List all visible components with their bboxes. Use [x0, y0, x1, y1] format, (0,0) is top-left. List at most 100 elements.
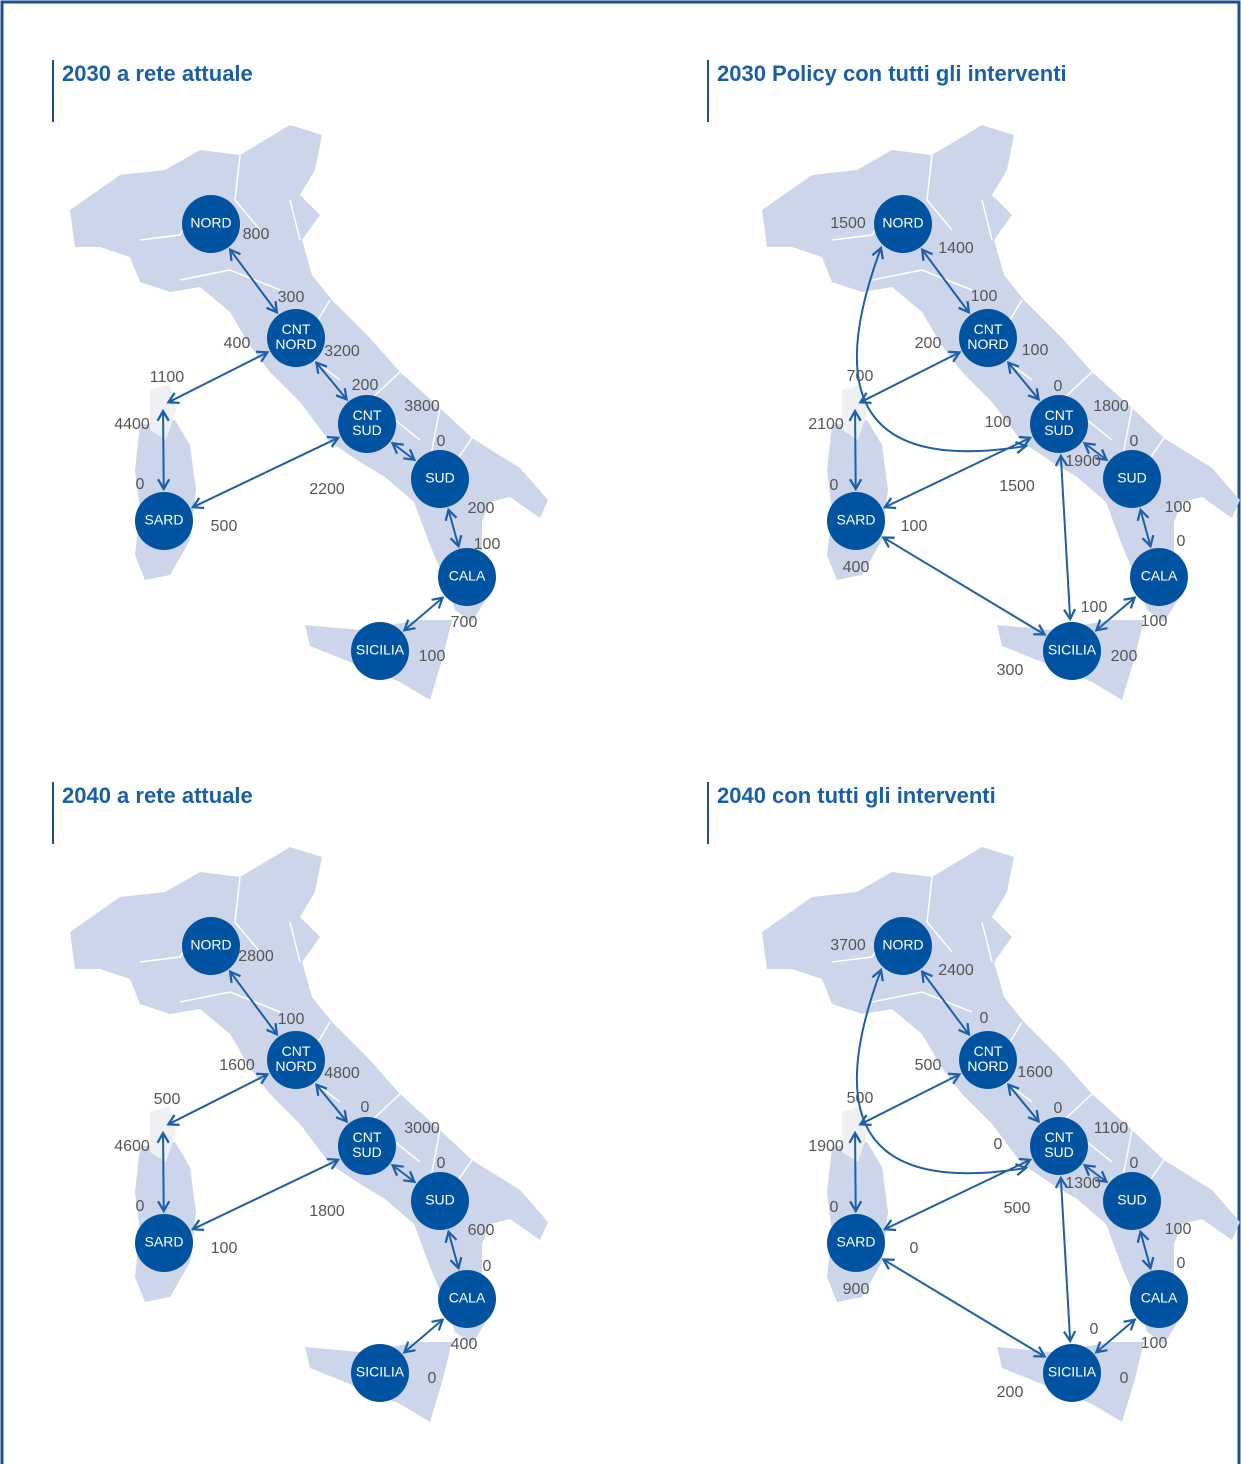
node-label: CNT: [1045, 1129, 1074, 1145]
flow-arrow: [156, 1130, 171, 1214]
node-label: SICILIA: [1048, 1364, 1097, 1380]
panel: 2030 Policy con tutti gli interventi 1400…: [707, 60, 1240, 700]
flow-arrow: [881, 536, 1047, 636]
flow-label: 0: [830, 477, 839, 494]
flow-label: 3700: [830, 937, 866, 954]
flow-label: 0: [1054, 1100, 1063, 1117]
flow-label: 800: [243, 226, 270, 243]
flow-label: 200: [1111, 648, 1138, 665]
flow-arrow: [402, 1318, 445, 1354]
node: [438, 1270, 496, 1328]
flow-arrow: [1136, 1229, 1155, 1271]
flow-label: 0: [994, 1136, 1003, 1153]
flow-label: 100: [1141, 613, 1168, 630]
flow-label: 2800: [238, 948, 274, 965]
flow-arrow: [882, 1157, 1033, 1232]
flow-label: 1500: [999, 478, 1035, 495]
flow-label: 2400: [938, 962, 974, 979]
panel-title: 2040 con tutti gli interventi: [717, 783, 996, 808]
node-label: CNT: [974, 321, 1003, 337]
node-label: CNT: [282, 321, 311, 337]
node-label: SUD: [1117, 1192, 1147, 1208]
flow-arrow: [1054, 453, 1077, 622]
node-label: SUD: [352, 422, 382, 438]
flow-label: 1100: [1094, 1120, 1129, 1137]
flow-label: 100: [1141, 1335, 1168, 1352]
flow-label: 100: [985, 414, 1012, 431]
flow-arrow: [156, 408, 171, 492]
flow-label: 0: [136, 476, 145, 493]
node: [874, 195, 932, 253]
flow-label: 0: [437, 1155, 446, 1172]
flow-label: 200: [915, 335, 942, 352]
flow-label: 1800: [309, 1203, 345, 1220]
flow-label: 100: [474, 536, 501, 553]
flow-label: 200: [997, 1384, 1024, 1401]
flow-arrow: [882, 435, 1033, 510]
node: [182, 195, 240, 253]
node: [959, 309, 1017, 367]
node-label: CALA: [1141, 1290, 1178, 1306]
node: [874, 917, 932, 975]
flow-arrow: [858, 1072, 962, 1127]
flow-label: 100: [971, 288, 998, 305]
flow-label: 0: [1130, 1155, 1139, 1172]
flow-label: 500: [1004, 1200, 1031, 1217]
node-label: SICILIA: [1048, 642, 1097, 658]
flow-label: 300: [997, 662, 1024, 679]
flow-label: 0: [980, 1010, 989, 1027]
node-label: NORD: [882, 215, 923, 231]
flow-label: 4800: [324, 1065, 360, 1082]
flow-label: 900: [843, 1281, 870, 1298]
flow-label: 0: [361, 1099, 370, 1116]
flow-label: 0: [1054, 378, 1063, 395]
flow-arrow: [881, 1258, 1047, 1358]
node-label: SUD: [425, 1192, 455, 1208]
flow-arrow: [1006, 1082, 1041, 1124]
node: [827, 492, 885, 550]
node: [338, 395, 396, 453]
node-label: CALA: [449, 568, 486, 584]
flow-label: 500: [847, 1090, 874, 1107]
flow-label: 1800: [1093, 398, 1129, 415]
node: [182, 917, 240, 975]
flow-label: 0: [830, 1199, 839, 1216]
node-label: SARD: [145, 1234, 184, 1250]
node: [411, 1172, 469, 1230]
flow-label: 3800: [404, 398, 440, 415]
node-label: CALA: [1141, 568, 1178, 584]
flow-arrow: [1006, 360, 1041, 402]
flow-arrow: [228, 247, 279, 315]
panel: 2040 a rete attuale280010016005004800030…: [52, 782, 548, 1422]
node: [267, 1031, 325, 1089]
flow-arrow: [228, 969, 279, 1037]
flow-label: 300: [278, 289, 305, 306]
node: [135, 1214, 193, 1272]
flow-label: 1400: [938, 240, 974, 257]
node: [1103, 1172, 1161, 1230]
node: [135, 492, 193, 550]
flow-label: 100: [1081, 599, 1108, 616]
flow-label: 500: [915, 1057, 942, 1074]
flow-arrow: [402, 596, 445, 632]
flow-label: 200: [352, 377, 379, 394]
flow-label: 0: [1120, 1370, 1129, 1387]
node-label: CNT: [974, 1043, 1003, 1059]
flow-arrow: [190, 1157, 341, 1232]
node: [1130, 1270, 1188, 1328]
node-label: NORD: [190, 937, 231, 953]
node-label: CNT: [1045, 407, 1074, 423]
node-label: SUD: [1044, 1144, 1074, 1160]
panel-title: 2030 a rete attuale: [62, 61, 253, 86]
node: [1103, 450, 1161, 508]
flow-label: 1300: [1065, 1175, 1101, 1192]
flow-label: 4400: [114, 416, 150, 433]
flow-label: 100: [278, 1011, 305, 1028]
flow-arrow: [166, 350, 270, 405]
flow-arrow: [1082, 441, 1109, 462]
node-label: CNT: [353, 1129, 382, 1145]
panel: 2030 a rete attuale 800 300 400 1100 3200 200 3…: [52, 60, 548, 700]
node-label: CNT: [282, 1043, 311, 1059]
node-label: NORD: [275, 1058, 316, 1074]
